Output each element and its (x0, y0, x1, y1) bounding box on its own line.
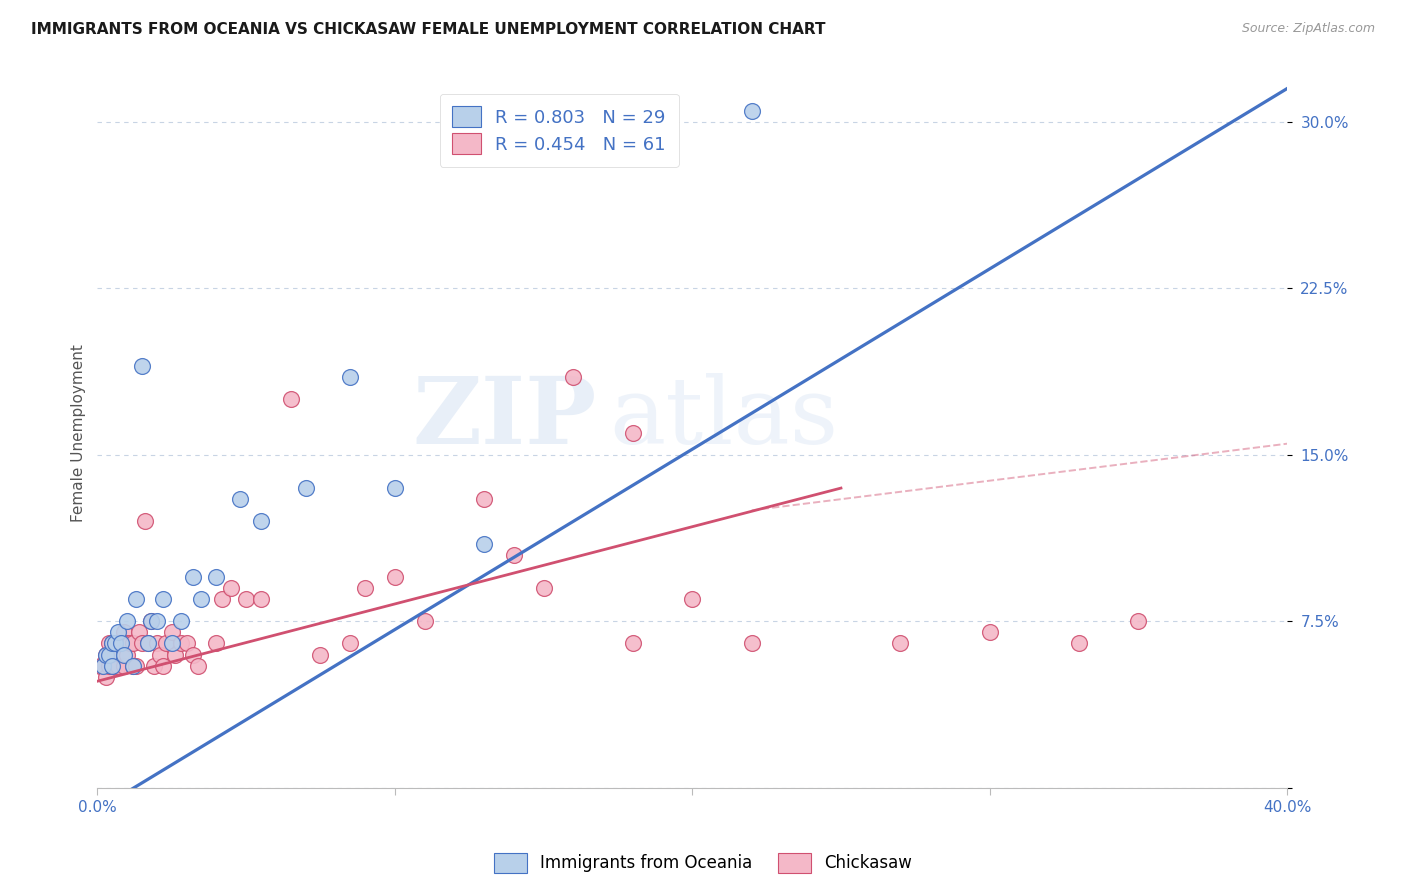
Point (104, 648, 127, 662)
Point (128, 625, 150, 640)
Point (89, 658, 111, 673)
Point (96, 648, 118, 662)
Point (115, 648, 138, 662)
Legend: Immigrants from Oceania, Chickasaw: Immigrants from Oceania, Chickasaw (486, 847, 920, 880)
Point (472, 536, 495, 550)
Point (115, 636, 138, 650)
Point (413, 614, 436, 628)
Point (160, 636, 183, 650)
Point (104, 658, 127, 673)
Point (101, 658, 124, 673)
Point (112, 658, 135, 673)
Point (176, 636, 198, 650)
Point (250, 592, 273, 607)
Point (163, 648, 186, 662)
Text: ZIP: ZIP (413, 374, 598, 463)
Point (235, 592, 257, 607)
Point (122, 658, 145, 673)
Point (205, 570, 228, 584)
Point (112, 648, 135, 662)
Point (533, 581, 555, 595)
Point (98, 658, 121, 673)
Point (98, 636, 121, 650)
Point (229, 492, 252, 507)
Point (131, 636, 153, 650)
Point (339, 370, 361, 384)
Point (139, 614, 162, 628)
Point (681, 592, 703, 607)
Point (136, 636, 159, 650)
Point (979, 625, 1001, 640)
Y-axis label: Female Unemployment: Female Unemployment (72, 343, 86, 522)
Point (1128, 614, 1150, 628)
Point (139, 614, 162, 628)
Point (562, 370, 585, 384)
Point (101, 636, 124, 650)
Point (104, 636, 127, 650)
Point (309, 648, 332, 662)
Point (107, 658, 129, 673)
Point (160, 625, 183, 640)
Point (120, 636, 142, 650)
Point (136, 636, 159, 650)
Point (142, 658, 165, 673)
Point (101, 658, 124, 673)
Point (125, 592, 148, 607)
Point (112, 625, 135, 640)
Point (134, 515, 156, 529)
Point (155, 636, 177, 650)
Text: IMMIGRANTS FROM OCEANIA VS CHICKASAW FEMALE UNEMPLOYMENT CORRELATION CHART: IMMIGRANTS FROM OCEANIA VS CHICKASAW FEM… (31, 22, 825, 37)
Point (98, 648, 121, 662)
Point (339, 636, 361, 650)
Point (169, 636, 191, 650)
Point (131, 359, 153, 373)
Point (384, 570, 406, 584)
Point (211, 592, 233, 607)
Point (205, 636, 228, 650)
Point (91, 658, 114, 673)
Point (219, 581, 242, 595)
Point (110, 636, 132, 650)
Point (122, 658, 145, 673)
Point (125, 658, 148, 673)
Point (115, 614, 138, 628)
Text: atlas: atlas (609, 374, 838, 463)
Point (101, 636, 124, 650)
Point (146, 636, 169, 650)
Point (354, 581, 377, 595)
Point (169, 614, 191, 628)
Point (146, 614, 169, 628)
Text: Source: ZipAtlas.com: Source: ZipAtlas.com (1241, 22, 1375, 36)
Point (280, 392, 302, 407)
Point (741, 103, 763, 118)
Point (110, 636, 132, 650)
Point (502, 548, 524, 562)
Point (181, 570, 204, 584)
Point (152, 658, 174, 673)
Point (149, 648, 172, 662)
Point (190, 592, 212, 607)
Point (107, 636, 129, 650)
Point (96, 670, 118, 684)
Point (384, 481, 406, 495)
Point (472, 492, 495, 507)
Point (250, 515, 273, 529)
Point (110, 648, 132, 662)
Point (621, 425, 644, 440)
Point (91, 658, 114, 673)
Point (741, 636, 763, 650)
Point (181, 648, 204, 662)
Legend: R = 0.803   N = 29, R = 0.454   N = 61: R = 0.803 N = 29, R = 0.454 N = 61 (440, 94, 679, 167)
Point (107, 625, 129, 640)
Point (889, 636, 911, 650)
Point (1067, 636, 1090, 650)
Point (187, 658, 209, 673)
Point (152, 592, 174, 607)
Point (96, 648, 118, 662)
Point (122, 636, 145, 650)
Point (621, 636, 644, 650)
Point (294, 481, 316, 495)
